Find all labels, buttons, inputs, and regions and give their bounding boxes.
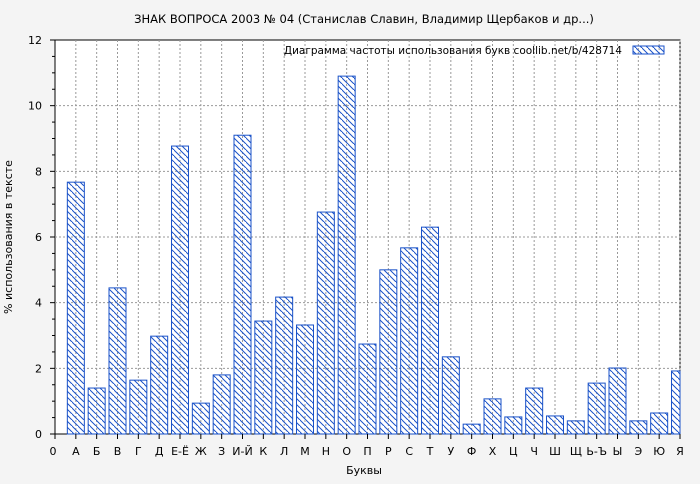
- bar-У: [441, 356, 460, 435]
- y-tick-label: 6: [35, 231, 42, 244]
- bar-Ь-Ъ: [587, 382, 606, 435]
- y-tick-label: 10: [28, 100, 42, 113]
- bar-Г: [129, 379, 148, 435]
- bar-Ы: [608, 367, 627, 435]
- x-tick-label: Ю: [653, 445, 665, 458]
- x-tick-label: Ф: [467, 445, 476, 458]
- bar-Н: [316, 211, 335, 435]
- x-tick-label: Ч: [530, 445, 538, 458]
- y-tick-label: 4: [35, 297, 42, 310]
- x-tick-label: З: [218, 445, 225, 458]
- y-tick-label: 0: [35, 428, 42, 441]
- bar-Ю: [650, 412, 669, 435]
- x-tick-label: И-Й: [232, 445, 252, 458]
- y-axis-label: % использования в тексте: [2, 160, 15, 314]
- chart-title: ЗНАК ВОПРОСА 2003 № 04 (Станислав Славин…: [134, 12, 594, 26]
- bar-Щ: [566, 420, 585, 435]
- bar-П: [358, 343, 377, 435]
- x-tick-label: О: [342, 445, 351, 458]
- x-tick-label: Х: [489, 445, 497, 458]
- bar-Б: [87, 387, 106, 435]
- legend: Диаграмма частоты использования букв coo…: [284, 45, 665, 57]
- bar-К: [254, 320, 273, 435]
- bar-Т: [421, 226, 439, 435]
- bar-Ц: [504, 416, 523, 435]
- bar-О: [337, 75, 356, 435]
- bar-В: [108, 287, 127, 435]
- x-tick-label: Г: [135, 445, 142, 458]
- bar-Д: [150, 335, 169, 435]
- bar-З: [212, 374, 231, 435]
- x-tick-label: П: [363, 445, 371, 458]
- legend-label: Диаграмма частоты использования букв coo…: [284, 45, 622, 57]
- bar-Ф: [462, 423, 481, 435]
- x-axis-label: Буквы: [346, 464, 382, 477]
- bar-Х: [483, 398, 502, 435]
- legend-swatch: [632, 45, 665, 55]
- y-tick-label: 12: [28, 34, 42, 47]
- bar-Ж: [191, 402, 210, 435]
- bar-А: [66, 181, 85, 435]
- x-tick-label: Ж: [195, 445, 207, 458]
- x-tick-label: Ш: [549, 445, 561, 458]
- bar-Я: [671, 370, 681, 435]
- bar-И-Й: [233, 134, 252, 435]
- x-origin-label: 0: [50, 445, 57, 458]
- x-tick-label: Э: [634, 445, 642, 458]
- x-tick-label: Ь-Ъ: [586, 445, 607, 458]
- x-tick-label: В: [114, 445, 122, 458]
- x-tick-label: А: [72, 445, 80, 458]
- x-tick-label: Б: [93, 445, 101, 458]
- x-tick-label: Я: [676, 445, 684, 458]
- x-tick-label: Ы: [613, 445, 623, 458]
- x-tick-label: Р: [385, 445, 392, 458]
- x-tick-label: Щ: [570, 445, 582, 458]
- x-tick-label: С: [405, 445, 413, 458]
- bar-Л: [275, 296, 294, 435]
- y-tick-label: 8: [35, 165, 42, 178]
- bar-Р: [379, 269, 398, 435]
- x-tick-label: К: [259, 445, 267, 458]
- bar-М: [296, 324, 314, 435]
- bar-Е-Ё: [171, 145, 189, 435]
- bar-Ш: [546, 415, 564, 435]
- x-tick-label: Л: [280, 445, 288, 458]
- x-tick-label: Ц: [509, 445, 518, 458]
- x-tick-label: У: [447, 445, 454, 458]
- y-tick-label: 2: [35, 362, 42, 375]
- bar-Э: [629, 420, 648, 435]
- x-tick-label: Т: [426, 445, 434, 458]
- bar-Ч: [525, 387, 544, 435]
- x-tick-label: Н: [322, 445, 330, 458]
- x-tick-label: Е-Ё: [171, 445, 189, 458]
- bar-С: [400, 247, 419, 435]
- x-tick-label: М: [300, 445, 310, 458]
- x-tick-label: Д: [155, 445, 164, 458]
